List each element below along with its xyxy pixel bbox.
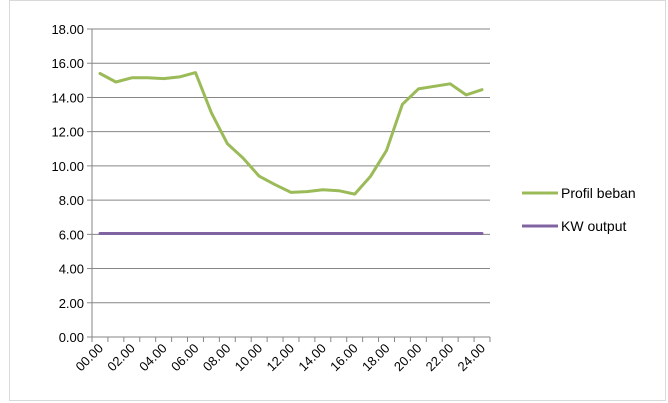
legend: Profil beban KW output xyxy=(522,185,636,234)
x-tick-label: 16.00 xyxy=(327,341,361,375)
legend-label-0: Profil beban xyxy=(561,185,636,201)
x-tick-label: 10.00 xyxy=(232,341,266,375)
y-tick-label: 10.00 xyxy=(51,159,84,174)
x-tick-label: 04.00 xyxy=(136,341,170,375)
x-tick-labels: 00.0002.0004.0006.0008.0010.0012.0014.00… xyxy=(72,341,488,375)
x-tick-label: 20.00 xyxy=(391,341,425,375)
y-tick-label: 4.00 xyxy=(59,262,84,277)
y-tick-label: 2.00 xyxy=(59,296,84,311)
x-tick-label: 06.00 xyxy=(168,341,202,375)
line-chart: 0.002.004.006.008.0010.0012.0014.0016.00… xyxy=(51,22,636,375)
axes xyxy=(87,28,491,342)
y-tick-label: 6.00 xyxy=(59,227,84,242)
series-line-0 xyxy=(98,71,484,196)
y-tick-labels: 0.00 2.00 4.00 6.00 8.00 10.00 12.00 14.00 16.00… xyxy=(51,22,84,345)
x-tick-label: 18.00 xyxy=(359,341,393,375)
x-tick-label: 12.00 xyxy=(264,341,298,375)
chart-frame: 0.00 2.00 4.00 6.00 8.00 10.00 12.00 14.00 16.00… xyxy=(9,0,666,401)
y-tick-label: 16.00 xyxy=(51,56,84,71)
x-tick-label: 02.00 xyxy=(104,341,138,375)
y-tick-label: 18.00 xyxy=(51,22,84,37)
y-tick-label: 8.00 xyxy=(59,193,84,208)
y-tick-label: 14.00 xyxy=(51,90,84,105)
x-tick-label: 24.00 xyxy=(455,341,489,375)
series-lines xyxy=(98,71,484,235)
x-tick-label: 22.00 xyxy=(423,341,457,375)
x-tick-label: 08.00 xyxy=(200,341,234,375)
x-tick-label: 00.00 xyxy=(72,341,106,375)
gridlines xyxy=(92,28,490,304)
y-tick-label: 0.00 xyxy=(59,330,84,345)
x-tick-label: 14.00 xyxy=(295,341,329,375)
y-tick-label: 12.00 xyxy=(51,125,84,140)
legend-label-1: KW output xyxy=(561,218,626,234)
